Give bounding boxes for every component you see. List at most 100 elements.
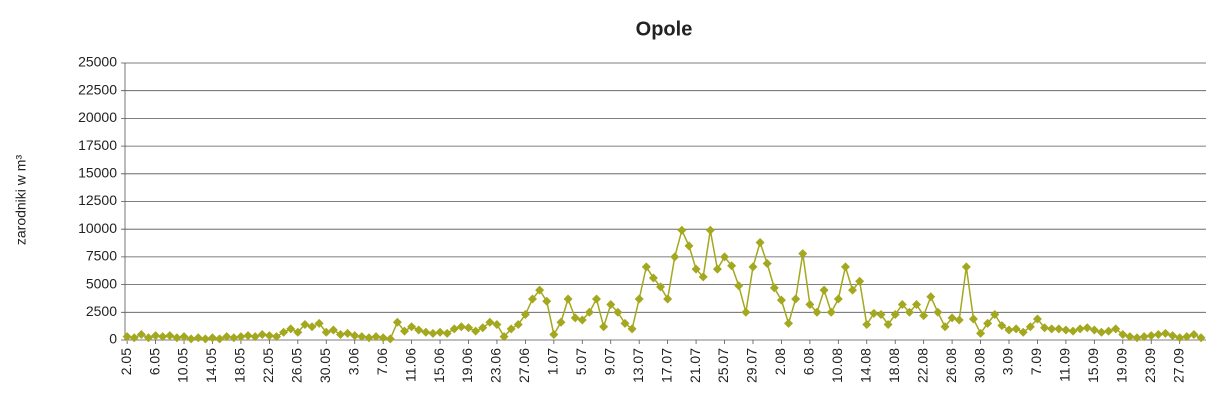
data-point <box>933 307 943 317</box>
data-point <box>897 300 907 310</box>
x-tick-label: 6.05 <box>146 348 162 375</box>
data-point <box>812 307 822 317</box>
data-point <box>1196 333 1206 343</box>
data-point <box>798 249 808 259</box>
data-point <box>613 307 623 317</box>
data-point <box>335 329 345 339</box>
data-point <box>1111 324 1121 334</box>
data-point <box>592 294 602 304</box>
data-point <box>392 317 402 327</box>
data-point <box>143 333 153 343</box>
data-point <box>257 329 267 339</box>
data-point <box>1082 323 1092 333</box>
x-tick-label: 26.05 <box>289 348 305 383</box>
data-point <box>264 331 274 341</box>
data-point <box>762 259 772 269</box>
data-point <box>990 310 1000 320</box>
data-point <box>627 324 637 334</box>
data-point <box>151 331 161 341</box>
data-point <box>200 334 210 344</box>
x-tick-label: 7.09 <box>1028 348 1044 375</box>
data-point <box>1075 324 1085 334</box>
data-point <box>919 311 929 321</box>
data-point <box>442 328 452 338</box>
data-point <box>776 295 786 305</box>
data-point <box>456 322 466 332</box>
data-point <box>983 318 993 328</box>
x-tick-label: 13.07 <box>630 348 646 383</box>
data-point <box>215 334 225 344</box>
data-point <box>478 323 488 333</box>
x-tick-label: 23.09 <box>1142 348 1158 383</box>
y-tick-label: 22500 <box>78 81 117 97</box>
data-point <box>1139 332 1149 342</box>
data-point <box>769 283 779 293</box>
data-point <box>1054 324 1064 334</box>
data-point <box>378 333 388 343</box>
x-tick-label: 15.09 <box>1085 348 1101 383</box>
data-point <box>968 314 978 324</box>
y-tick-label: 17500 <box>78 137 117 153</box>
data-point <box>236 332 246 342</box>
data-point <box>698 272 708 282</box>
data-point <box>1089 325 1099 335</box>
data-point <box>421 327 431 337</box>
x-tick-label: 30.05 <box>317 348 333 383</box>
data-point <box>648 273 658 283</box>
x-tick-label: 19.06 <box>459 348 475 383</box>
data-point <box>791 294 801 304</box>
data-point <box>1132 333 1142 343</box>
x-tick-label: 3.06 <box>345 348 361 375</box>
data-point <box>947 313 957 323</box>
x-tick-label: 27.09 <box>1170 348 1186 383</box>
data-point <box>677 225 687 235</box>
data-point <box>805 300 815 310</box>
data-point <box>485 317 495 327</box>
x-tick-label: 17.07 <box>658 348 674 383</box>
y-tick-label: 0 <box>109 331 117 347</box>
data-point <box>848 285 858 295</box>
x-tick-label: 21.07 <box>687 348 703 383</box>
x-tick-label: 11.06 <box>402 348 418 382</box>
data-point <box>1025 322 1035 332</box>
data-point <box>321 327 331 337</box>
y-tick-label: 25000 <box>78 54 117 70</box>
x-tick-label: 10.08 <box>829 348 845 383</box>
data-point <box>414 325 424 335</box>
data-point <box>1018 327 1028 337</box>
data-point <box>307 322 317 332</box>
data-point <box>954 315 964 325</box>
x-tick-label: 2.08 <box>772 348 788 375</box>
data-point <box>464 323 474 333</box>
data-point <box>890 310 900 320</box>
data-point <box>755 237 765 247</box>
x-tick-label: 14.05 <box>203 348 219 383</box>
data-point <box>670 252 680 262</box>
data-point <box>250 332 260 342</box>
data-point <box>535 285 545 295</box>
data-point <box>286 324 296 334</box>
data-point <box>712 264 722 274</box>
data-point <box>819 285 829 295</box>
data-point <box>179 332 189 342</box>
x-tick-label: 10.05 <box>175 348 191 383</box>
data-point <box>1040 323 1050 333</box>
data-point <box>520 310 530 320</box>
data-point <box>1096 327 1106 337</box>
y-tick-label: 12500 <box>78 192 117 208</box>
data-point <box>599 322 609 332</box>
data-point <box>876 310 886 320</box>
data-point <box>556 317 566 327</box>
data-point <box>300 319 310 329</box>
x-tick-label: 6.08 <box>801 348 817 375</box>
data-point <box>656 282 666 292</box>
y-tick-label: 10000 <box>78 220 117 236</box>
data-point <box>641 262 651 272</box>
data-point <box>328 325 338 335</box>
data-point <box>122 332 132 342</box>
data-point <box>449 324 459 334</box>
x-tick-label: 22.05 <box>260 348 276 383</box>
y-tick-label: 7500 <box>86 248 117 264</box>
data-point <box>499 332 509 342</box>
